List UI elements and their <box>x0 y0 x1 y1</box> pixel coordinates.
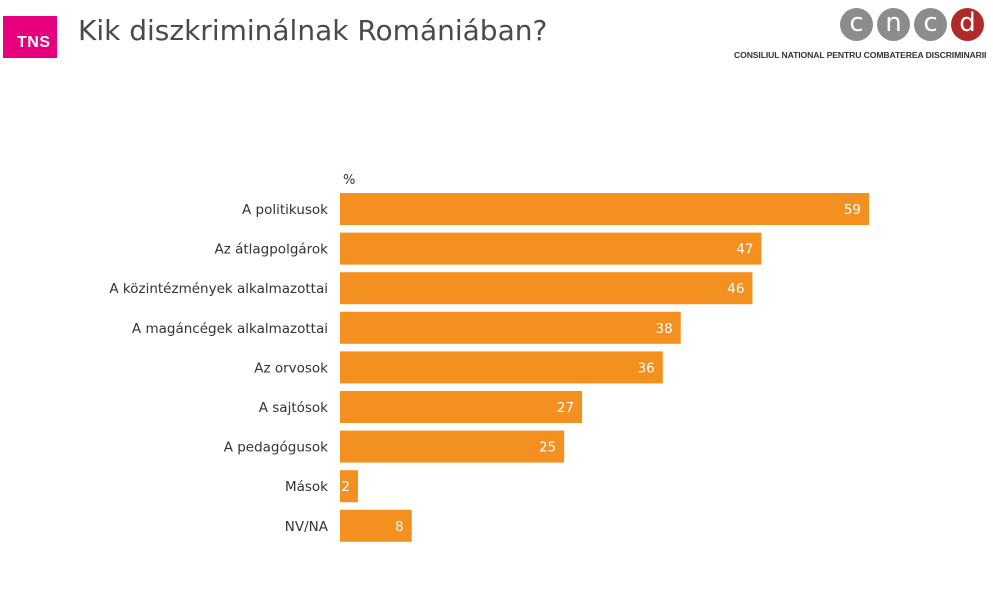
category-label: A politikusok <box>242 202 328 218</box>
bar <box>340 272 753 305</box>
bar-group: A politikusok 59 Az átlagpolgárok 47 A közin… <box>109 193 869 542</box>
bar <box>340 351 663 384</box>
page-title: Kik diszkriminálnak Romániában? <box>78 14 548 47</box>
cncd-letter: d <box>951 8 984 41</box>
bar <box>340 470 358 503</box>
cncd-letter: c <box>914 8 947 41</box>
data-label: 25 <box>539 440 556 456</box>
data-label: 2 <box>341 479 350 495</box>
category-label: NV/NA <box>285 519 329 535</box>
category-label: A pedagógusok <box>224 440 328 456</box>
bar <box>340 311 681 344</box>
data-label: 38 <box>656 321 673 337</box>
unit-label: % <box>343 173 355 188</box>
tns-logo: TNS <box>3 16 57 58</box>
cncd-caption: CONSILIUL NATIONAL PENTRU COMBATEREA DIS… <box>734 50 987 60</box>
category-label: A közintézmények alkalmazottai <box>109 281 328 297</box>
data-label: 27 <box>557 400 574 416</box>
data-label: 47 <box>736 242 753 258</box>
bar <box>340 509 412 542</box>
cncd-letter: n <box>877 8 910 41</box>
category-label: Az orvosok <box>254 360 328 376</box>
data-label: 8 <box>395 519 404 535</box>
cncd-logo: c n c d CONSILIUL NATIONAL PENTRU COMBAT… <box>728 8 993 68</box>
bar <box>340 232 762 265</box>
category-label: Mások <box>285 479 328 495</box>
cncd-letter: c <box>840 8 873 41</box>
category-label: A magáncégek alkalmazottai <box>132 321 328 337</box>
data-label: 36 <box>638 360 655 376</box>
bar <box>340 193 869 225</box>
bar <box>340 430 565 463</box>
data-label: 59 <box>844 202 861 218</box>
bar <box>340 391 583 423</box>
category-label: Az átlagpolgárok <box>214 242 328 258</box>
category-label: A sajtósok <box>259 400 328 416</box>
data-label: 46 <box>727 281 744 297</box>
cncd-letters: c n c d <box>840 8 984 41</box>
